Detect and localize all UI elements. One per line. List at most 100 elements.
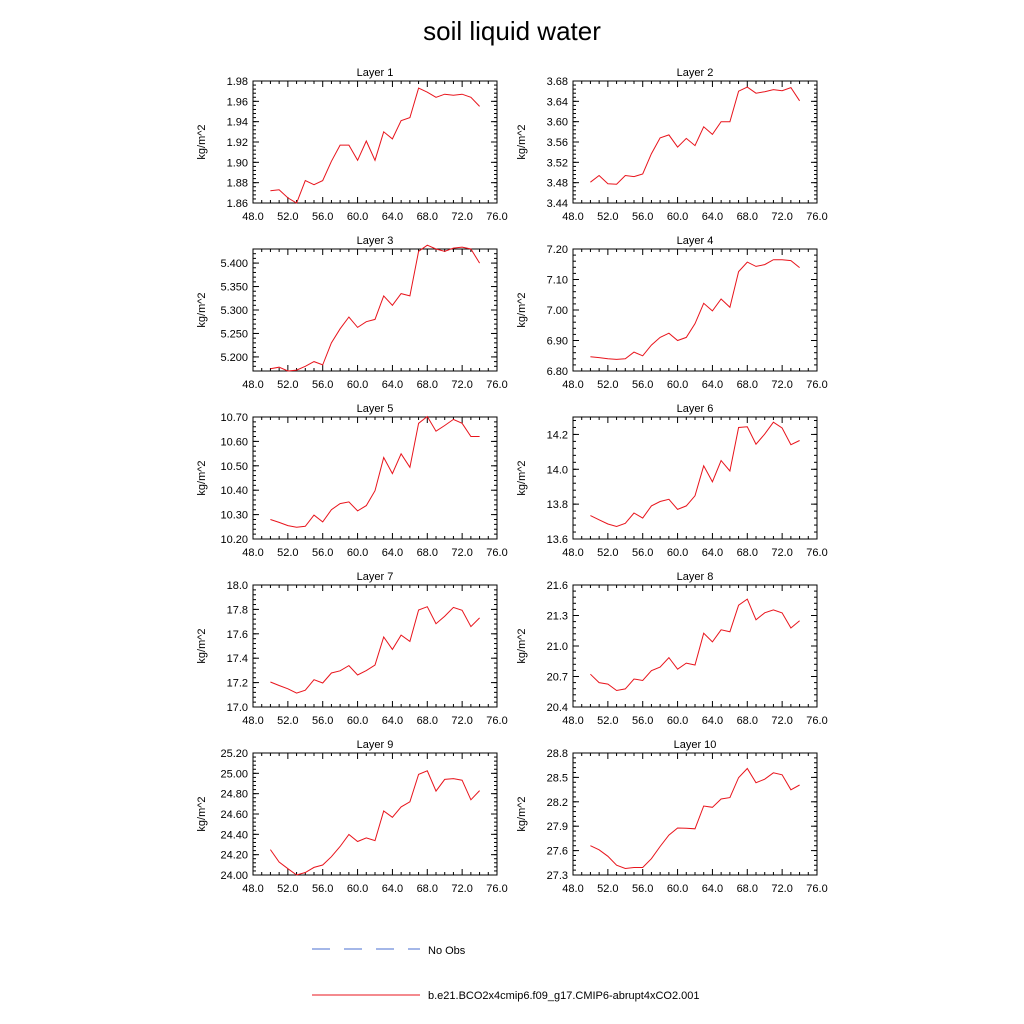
panel-10-x-tick-label: 64.0 [702, 883, 723, 895]
panel-4-title: Layer 4 [677, 235, 714, 247]
panel-5-x-tick-label: 60.0 [347, 547, 368, 559]
panel-10-y-label: kg/m^2 [516, 796, 528, 831]
panel-8: 48.0 52.0 56.0 60.0 64.0 68.0 72.0 76.0 20.4 20.7… [516, 571, 828, 727]
panel-3-y-tick-label: 5.250 [220, 328, 248, 340]
panel-10-y-tick-label: 27.6 [547, 846, 568, 858]
panel-10-x-tick-label: 72.0 [771, 883, 792, 895]
panel-7-x-tick-label: 76.0 [486, 715, 507, 727]
panel-4-x-tick-label: 48.0 [562, 379, 583, 391]
panel-2-y-tick-label: 3.44 [547, 198, 568, 210]
panel-2-x-tick-label: 60.0 [667, 211, 688, 223]
panel-5-x-tick-label: 76.0 [486, 547, 507, 559]
panel-6-y-tick-label: 14.2 [547, 429, 568, 441]
panel-8-y-label: kg/m^2 [516, 628, 528, 663]
panel-3-x-tick-label: 64.0 [382, 379, 403, 391]
panel-10-series-line [590, 767, 800, 870]
panel-9-x-tick-label: 68.0 [417, 883, 438, 895]
panel-1-y-tick-label: 1.90 [227, 157, 248, 169]
panel-10-y-tick-label: 28.8 [547, 748, 568, 760]
panel-4-y-tick-label: 6.90 [547, 336, 568, 348]
panel-8-series-line [590, 598, 800, 692]
panel-9-y-tick-label: 24.40 [220, 829, 248, 841]
panel-7-x-tick-label: 52.0 [277, 715, 298, 727]
panel-8-x-tick-label: 68.0 [737, 715, 758, 727]
panel-6-series-line [590, 421, 800, 528]
panel-1-x-tick-label: 56.0 [312, 211, 333, 223]
panel-6-x-tick-label: 48.0 [562, 547, 583, 559]
panel-10-x-tick-label: 68.0 [737, 883, 758, 895]
panel-6-x-tick-label: 72.0 [771, 547, 792, 559]
panel-6-x-tick-label: 76.0 [806, 547, 827, 559]
panel-5-x-tick-label: 52.0 [277, 547, 298, 559]
panel-1-y-tick-label: 1.94 [227, 117, 248, 129]
panel-4: 48.0 52.0 56.0 60.0 64.0 68.0 72.0 76.0 6.80 6.90… [516, 235, 828, 391]
panel-6-y-label: kg/m^2 [516, 460, 528, 495]
panel-4-x-tick-label: 52.0 [597, 379, 618, 391]
panel-4-x-tick-label: 76.0 [806, 379, 827, 391]
panel-6-x-tick-label: 68.0 [737, 547, 758, 559]
panel-4-y-tick-label: 7.10 [547, 275, 568, 287]
panel-1-series-line [270, 87, 480, 204]
panel-8-x-tick-label: 56.0 [632, 715, 653, 727]
panel-7-y-tick-label: 17.8 [227, 604, 248, 616]
panel-3-x-tick-label: 60.0 [347, 379, 368, 391]
panel-10-x-tick-label: 56.0 [632, 883, 653, 895]
panel-3-x-tick-label: 48.0 [242, 379, 263, 391]
panel-9-x-tick-label: 72.0 [451, 883, 472, 895]
panel-2: 48.0 52.0 56.0 60.0 64.0 68.0 72.0 76.0 3.44 3.48… [516, 67, 828, 223]
panel-5-x-tick-label: 72.0 [451, 547, 472, 559]
panel-2-x-tick-label: 72.0 [771, 211, 792, 223]
panel-4-series-line [590, 259, 800, 360]
panel-4-y-label: kg/m^2 [516, 292, 528, 327]
panel-3-y-label: kg/m^2 [196, 292, 208, 327]
panel-10-x-tick-label: 60.0 [667, 883, 688, 895]
panel-3-series-line [270, 244, 481, 372]
panel-8-title: Layer 8 [677, 571, 714, 583]
panel-8-y-tick-label: 21.3 [547, 611, 568, 623]
panel-2-x-tick-label: 64.0 [702, 211, 723, 223]
panel-3-y-tick-label: 5.350 [220, 282, 248, 294]
panel-1-x-tick-label: 64.0 [382, 211, 403, 223]
panel-2-frame [572, 80, 818, 204]
panel-9-y-tick-label: 24.60 [220, 809, 248, 821]
panels: 48.0 52.0 56.0 60.0 64.0 68.0 72.0 76.0 1.86 1.88… [196, 67, 828, 895]
panel-6-y-tick-label: 14.0 [547, 464, 568, 476]
panel-1-x-tick-label: 76.0 [486, 211, 507, 223]
panel-5-y-tick-label: 10.50 [220, 461, 248, 473]
panel-2-y-tick-label: 3.60 [547, 117, 568, 129]
panel-9-x-tick-label: 52.0 [277, 883, 298, 895]
panel-6-x-tick-label: 64.0 [702, 547, 723, 559]
panel-5-title: Layer 5 [357, 403, 394, 415]
panel-10-frame [572, 752, 818, 876]
panel-8-x-tick-label: 52.0 [597, 715, 618, 727]
panel-3: 48.0 52.0 56.0 60.0 64.0 68.0 72.0 76.0 5.200 5.2… [196, 235, 508, 391]
panel-6-x-tick-label: 52.0 [597, 547, 618, 559]
panel-10-x-tick-label: 48.0 [562, 883, 583, 895]
panel-6-y-tick-label: 13.8 [547, 499, 568, 511]
panel-2-series-line [590, 86, 801, 185]
panel-6: 48.0 52.0 56.0 60.0 64.0 68.0 72.0 76.0 13.6 13.8… [516, 403, 828, 559]
panel-9-y-tick-label: 24.80 [220, 789, 248, 801]
panel-7-y-tick-label: 18.0 [227, 580, 248, 592]
panel-10-y-tick-label: 27.3 [547, 870, 568, 882]
panel-3-y-tick-label: 5.400 [220, 258, 248, 270]
panel-10-y-tick-label: 28.2 [547, 797, 568, 809]
panel-2-x-tick-label: 68.0 [737, 211, 758, 223]
panel-9-frame [252, 752, 498, 876]
panel-9-y-tick-label: 24.20 [220, 850, 248, 862]
panel-1-title: Layer 1 [357, 67, 394, 79]
panel-6-y-tick-label: 13.6 [547, 534, 568, 546]
panel-1: 48.0 52.0 56.0 60.0 64.0 68.0 72.0 76.0 1.86 1.88… [196, 67, 508, 223]
panel-1-y-tick-label: 1.98 [227, 76, 248, 88]
panel-4-frame [572, 248, 818, 372]
panel-7-x-tick-label: 64.0 [382, 715, 403, 727]
panel-9-y-tick-label: 24.00 [220, 870, 248, 882]
panel-2-y-tick-label: 3.52 [547, 157, 568, 169]
panel-8-x-tick-label: 60.0 [667, 715, 688, 727]
panel-1-x-tick-label: 60.0 [347, 211, 368, 223]
panel-7-y-tick-label: 17.2 [227, 678, 248, 690]
panel-7-frame [252, 584, 498, 708]
panel-7-y-tick-label: 17.0 [227, 702, 248, 714]
panel-4-x-tick-label: 68.0 [737, 379, 758, 391]
panel-2-y-tick-label: 3.56 [547, 137, 568, 149]
